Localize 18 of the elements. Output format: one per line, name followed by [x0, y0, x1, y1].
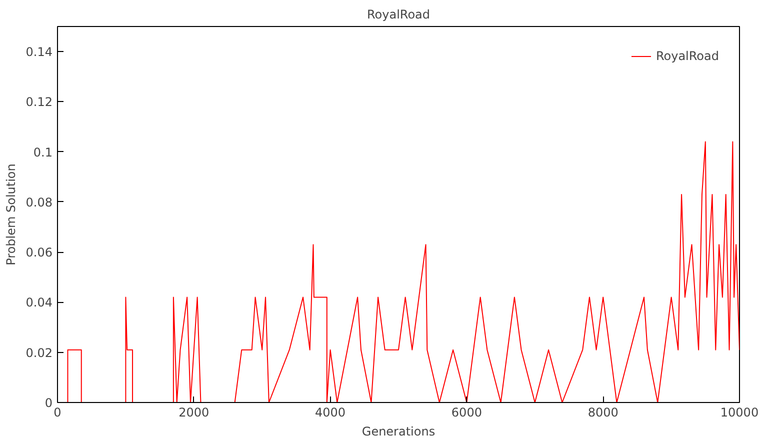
x-tick-label: 8000 — [588, 406, 618, 420]
y-tick-label: 0.04 — [26, 296, 52, 310]
y-axis-title: Problem Solution — [4, 164, 18, 266]
y-tick-label: 0.12 — [26, 95, 52, 110]
y-tick-label: 0.08 — [26, 195, 52, 210]
x-axis-title: Generations — [362, 424, 436, 438]
x-tick-label: 0 — [54, 406, 62, 420]
y-tick-label: 0.1 — [33, 145, 53, 160]
y-tick-label: 0.14 — [26, 45, 52, 60]
x-tick-label: 4000 — [315, 406, 346, 420]
x-tick-label: 2000 — [178, 406, 210, 420]
y-tick-label: 0.02 — [26, 346, 52, 360]
chart-title: RoyalRoad — [366, 8, 430, 22]
y-tick-label: 0 — [44, 396, 53, 410]
x-tick-label: 10000 — [720, 406, 759, 420]
legend-label: RoyalRoad — [656, 49, 719, 63]
y-tick-label: 0.06 — [26, 246, 52, 260]
x-tick-label: 6000 — [451, 406, 482, 420]
